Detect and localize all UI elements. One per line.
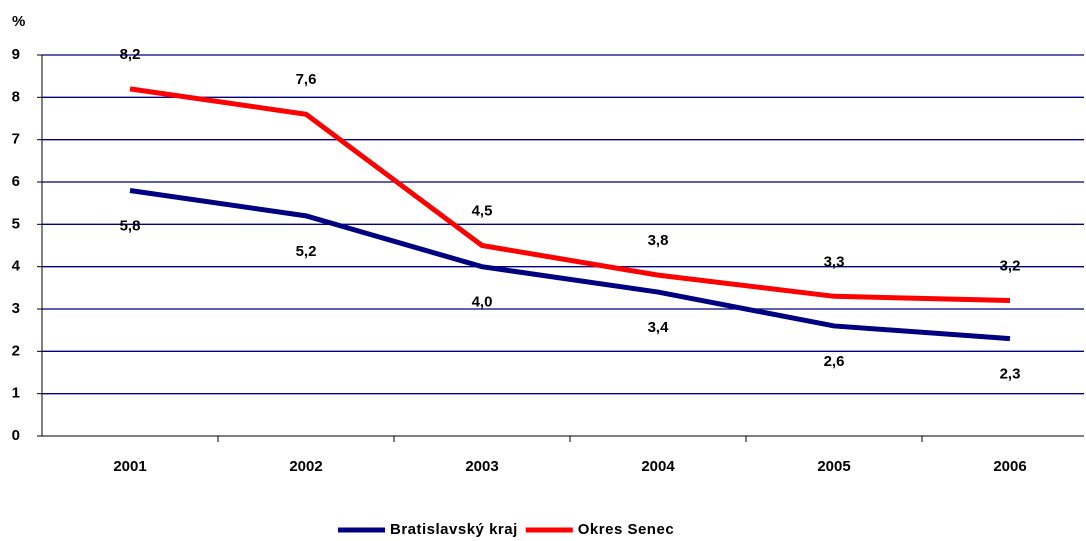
- x-tick-label: 2001: [113, 458, 146, 475]
- data-label: 3,8: [648, 232, 669, 249]
- x-tick-label: 2005: [817, 458, 850, 475]
- data-label: 8,2: [120, 46, 141, 63]
- series-line: [129, 187, 1011, 342]
- legend-label: Bratislavský kraj: [390, 521, 518, 538]
- data-label: 3,2: [1000, 258, 1021, 275]
- y-tick-label: 5: [12, 215, 20, 232]
- data-label: 2,6: [824, 353, 845, 370]
- data-label: 2,3: [1000, 366, 1021, 383]
- y-tick-label: 8: [12, 88, 20, 105]
- data-label: 3,4: [648, 319, 670, 336]
- y-tick-label: 4: [12, 258, 21, 275]
- x-tick-label: 2006: [993, 458, 1026, 475]
- x-tick-label: 2003: [465, 458, 498, 475]
- data-label: 4,5: [472, 202, 493, 219]
- data-label: 5,2: [296, 243, 317, 260]
- y-tick-label: 0: [12, 427, 20, 444]
- y-tick-label: 7: [12, 131, 20, 148]
- series-line: [129, 86, 1011, 304]
- y-tick-label: 6: [12, 173, 20, 190]
- y-tick-label: 9: [12, 46, 20, 63]
- y-tick-label: 3: [12, 300, 20, 317]
- data-label: 4,0: [472, 294, 493, 311]
- y-axis-label: %: [12, 13, 25, 30]
- y-tick-label: 1: [12, 385, 20, 402]
- legend-label: Okres Senec: [578, 521, 674, 538]
- data-label: 3,3: [824, 253, 845, 270]
- data-label: 7,6: [296, 71, 317, 88]
- x-tick-label: 2002: [289, 458, 322, 475]
- y-tick-label: 2: [12, 342, 20, 359]
- x-tick-label: 2004: [641, 458, 675, 475]
- data-label: 5,8: [120, 217, 141, 234]
